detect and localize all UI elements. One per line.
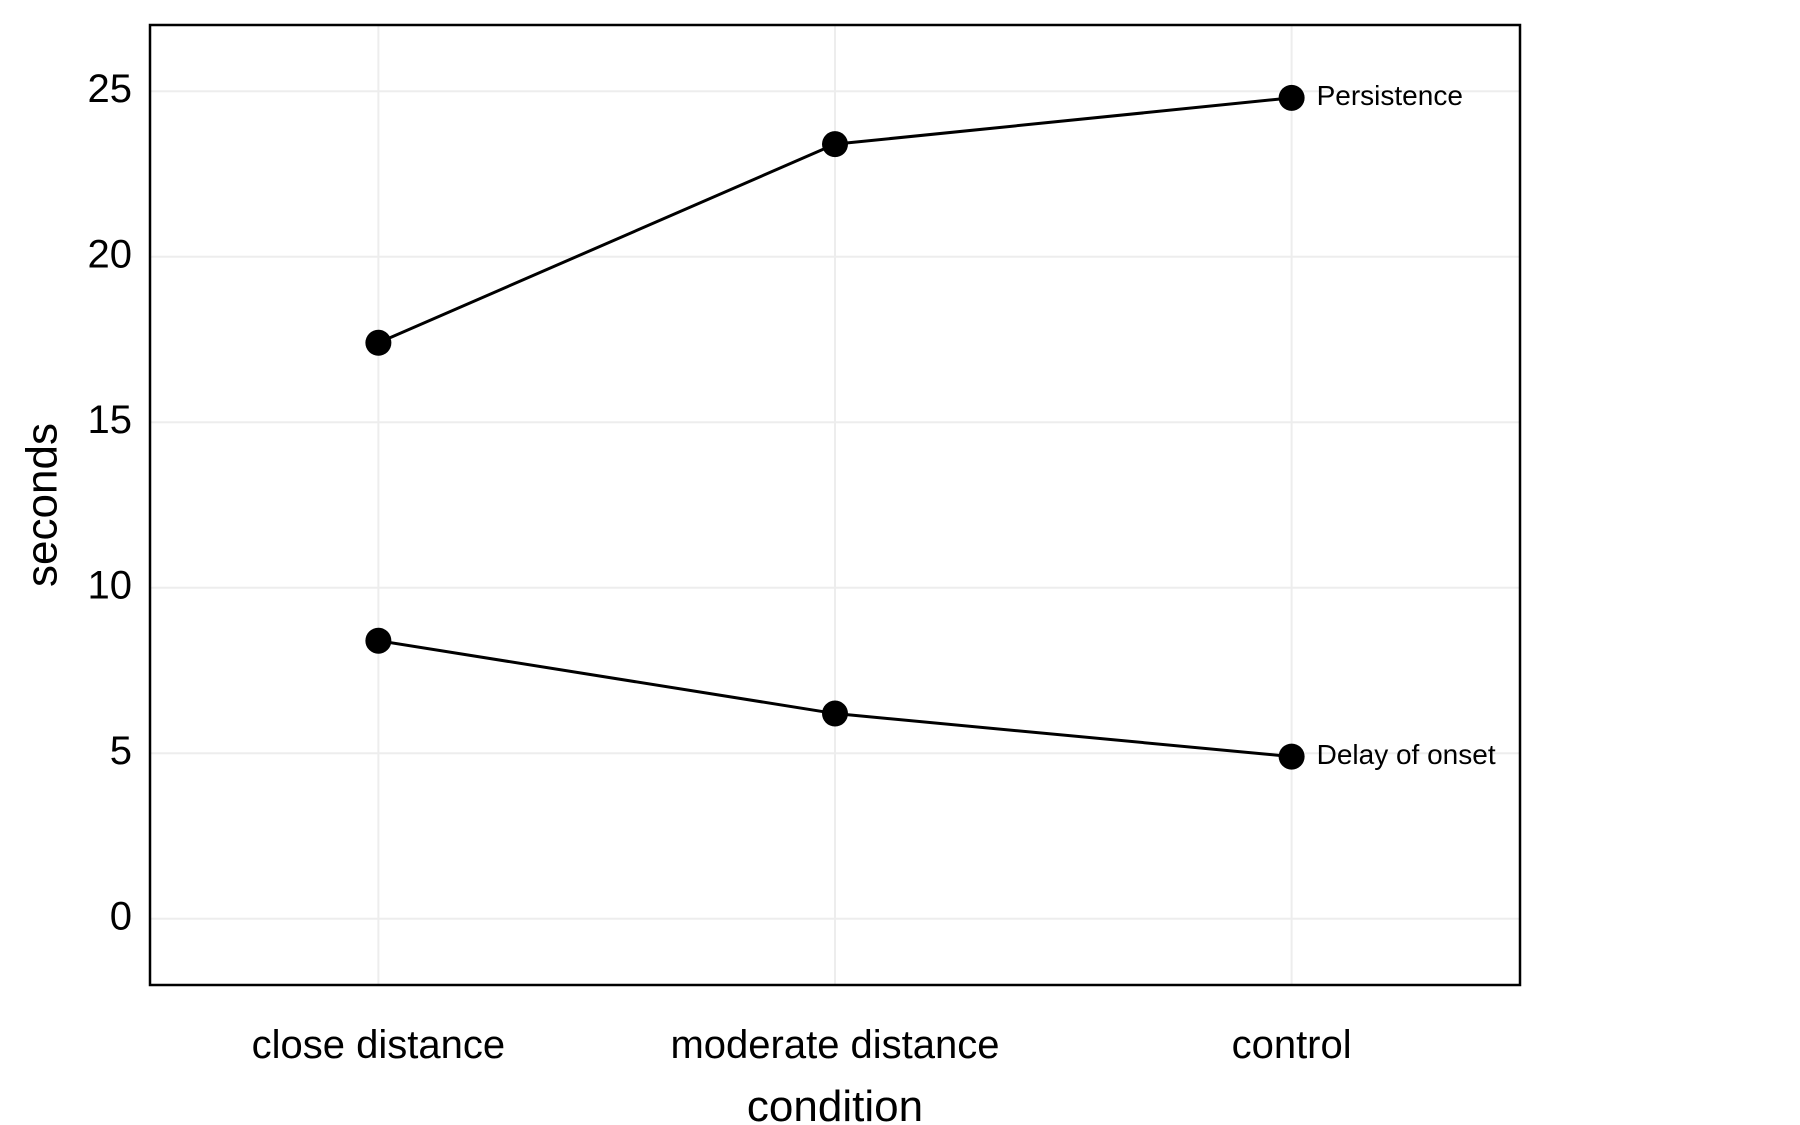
y-tick-label-2: 10	[88, 563, 133, 607]
y-axis-label: seconds	[18, 423, 67, 587]
series-label-0: Persistence	[1317, 80, 1463, 111]
y-tick-label-5: 25	[88, 67, 133, 111]
series-marker-1-1	[822, 701, 848, 727]
chart-container: Persistence Delay of onset 0 5 10 15 20 25 close…	[0, 0, 1800, 1125]
series-marker-0-1	[822, 131, 848, 157]
y-tick-label-0: 0	[110, 894, 132, 938]
x-tick-label-0: close distance	[252, 1023, 505, 1067]
series-marker-1-0	[365, 628, 391, 654]
x-tick-label-2: control	[1232, 1023, 1352, 1067]
y-tick-label-4: 20	[88, 232, 133, 276]
series-marker-0-0	[365, 330, 391, 356]
x-axis-label: condition	[747, 1082, 923, 1125]
series-marker-1-2	[1279, 744, 1305, 770]
x-tick-label-1: moderate distance	[670, 1023, 999, 1067]
series-label-1: Delay of onset	[1317, 739, 1496, 770]
series-marker-0-2	[1279, 85, 1305, 111]
y-tick-label-1: 5	[110, 729, 132, 773]
y-tick-label-3: 15	[88, 398, 133, 442]
line-chart: Persistence Delay of onset 0 5 10 15 20 25 close…	[0, 0, 1800, 1125]
